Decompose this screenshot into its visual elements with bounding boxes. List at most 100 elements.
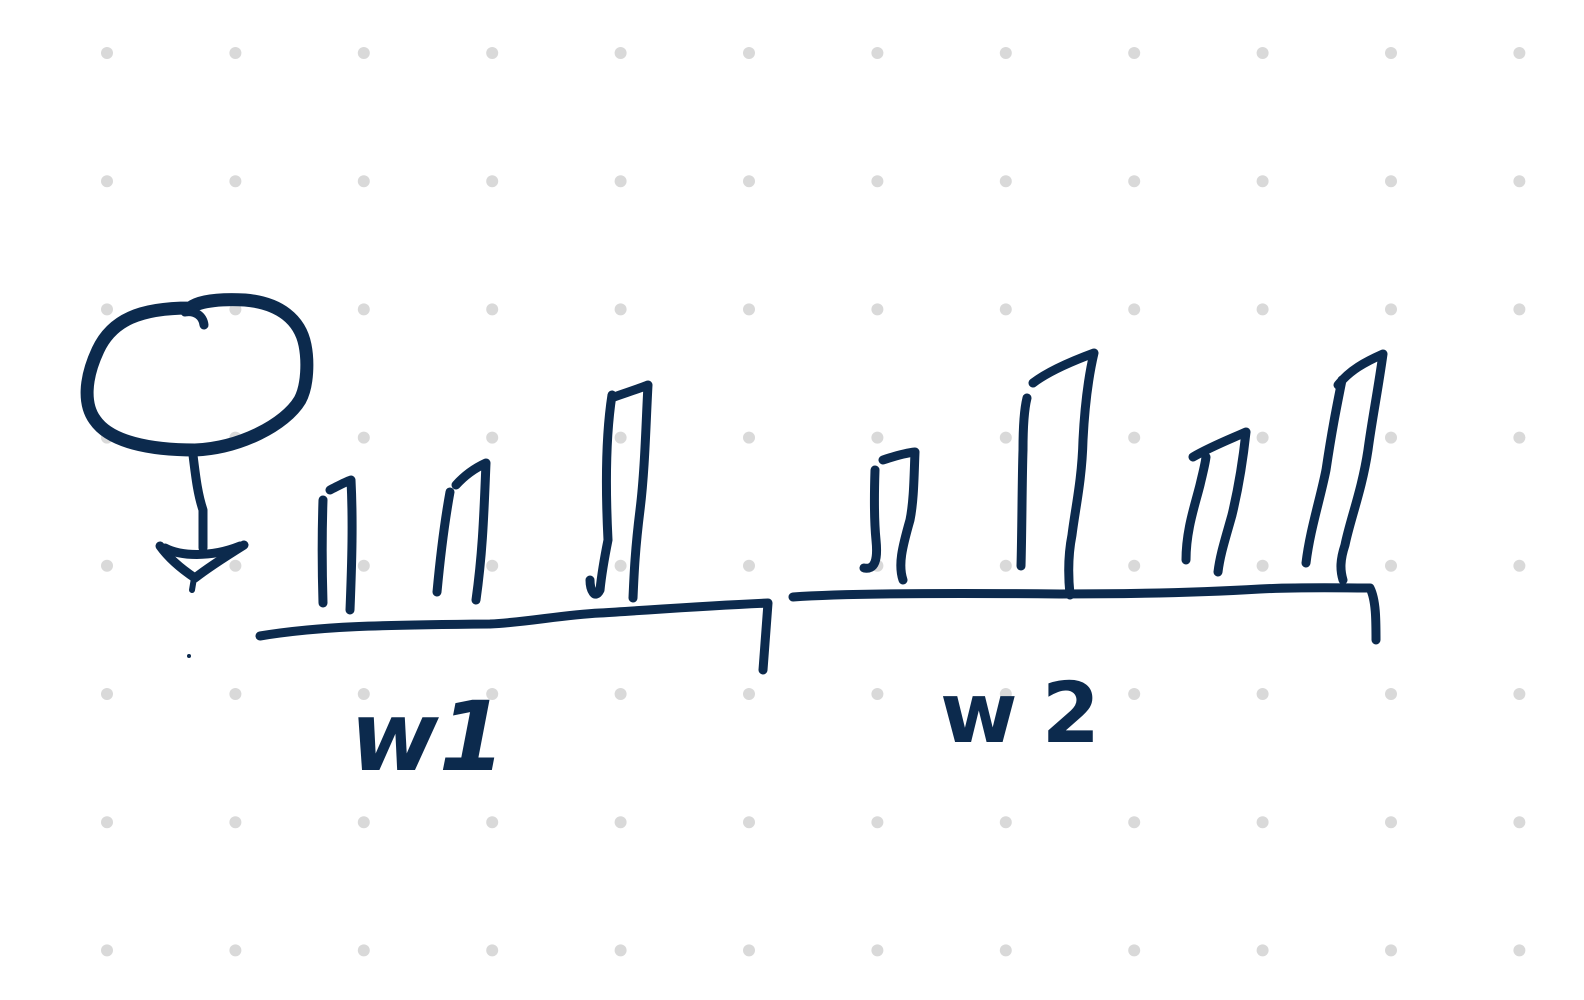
grid-dot [229,303,242,316]
grid-dot [743,688,755,700]
grid-dot [101,559,113,572]
female-symbol-arrow-bridge [160,541,245,559]
grid-dot [1128,303,1141,316]
grid-dot [357,431,370,444]
grid-dot [1256,816,1269,829]
bar-w2-4 [1301,349,1388,585]
grid-dot [871,431,884,444]
grid-dot [743,816,755,829]
grid-dot [1128,816,1141,829]
grid-dot [614,688,627,700]
grid-dot [743,47,755,59]
grid-dot [229,559,242,572]
grid-dot [1256,431,1269,444]
grid-dot [1513,175,1526,188]
grid-dot [871,303,884,316]
dot-grid-background [101,47,1526,957]
female-symbol-circle-tail [180,307,209,330]
grid-dot [1128,688,1141,700]
grid-dot [1256,175,1269,188]
grid-dot [614,944,627,957]
grid-dot [1385,688,1397,700]
grid-dot [357,47,370,59]
bar-w1-3 [585,380,653,603]
grid-dot [357,303,370,316]
grid-dot [1385,944,1397,957]
bar-w1-2 [432,458,491,605]
grid-dot [999,303,1012,316]
group-label-w2: w2 [940,664,1124,762]
grid-dot [999,816,1012,829]
stray-mark [187,654,191,658]
baseline-w2 [788,583,1381,645]
grid-dot [1513,303,1526,316]
grid-dot [999,47,1012,59]
female-symbol-circle [80,293,314,457]
grid-dot [101,175,113,188]
grid-dot [357,688,370,700]
grid-dot [1513,944,1526,957]
grid-dot [486,431,499,444]
grid-dot [357,944,370,957]
grid-dot [1256,688,1269,700]
grid-dot [871,175,884,188]
grid-dot [1513,47,1526,59]
grid-dot [486,688,499,700]
grid-dot [357,175,370,188]
grid-dot [101,303,113,316]
grid-dot [614,303,627,316]
grid-dot [999,175,1012,188]
bar-w2-3 [1181,427,1251,577]
grid-dot [871,816,884,829]
grid-dot [1256,47,1269,59]
grid-dot [1128,431,1141,444]
grid-dot [743,431,755,444]
grid-dot [999,944,1012,957]
grid-dot [1385,47,1397,59]
grid-dot [743,559,755,572]
grid-dot [1385,431,1397,444]
bar-w2-2 [1016,348,1099,600]
bar-w2-1 [859,447,920,585]
grid-dot [999,431,1012,444]
grid-dot [1385,816,1397,829]
female-symbol-icon [80,293,314,658]
female-symbol-stem [188,450,208,553]
bar-w1-1 [317,475,357,615]
grid-dot [1513,688,1526,700]
grid-dot [486,559,499,572]
grid-dot [486,303,499,316]
grid-dot [614,559,627,572]
grid-dot [1128,944,1141,957]
grid-dot [229,688,242,700]
grid-dot [486,816,499,829]
grid-dot [229,816,242,829]
grid-dot [614,47,627,59]
female-symbol-stem-tip [189,575,197,593]
grid-dot [871,47,884,59]
baseline-w1 [255,598,773,675]
grid-dot [1385,559,1397,572]
group-label-w1: w1 [350,681,505,793]
grid-dot [614,431,627,444]
grid-dot [743,303,755,316]
grid-dot [1513,431,1526,444]
grid-dot [1385,303,1397,316]
grid-dot [1256,559,1269,572]
grid-dot [357,816,370,829]
grid-dot [743,944,755,957]
grid-dot [229,47,242,59]
group-w1: w1 [255,380,773,793]
grid-dot [871,944,884,957]
grid-dot [1385,175,1397,188]
grid-dot [486,944,499,957]
grid-dot [743,175,755,188]
grid-dot [614,816,627,829]
grid-dot [999,559,1012,572]
group-w2: w2 [788,348,1388,762]
grid-dot [871,688,884,700]
grid-dot [229,944,242,957]
grid-dot [101,47,113,59]
grid-dot [229,175,242,188]
grid-dot [1513,816,1526,829]
